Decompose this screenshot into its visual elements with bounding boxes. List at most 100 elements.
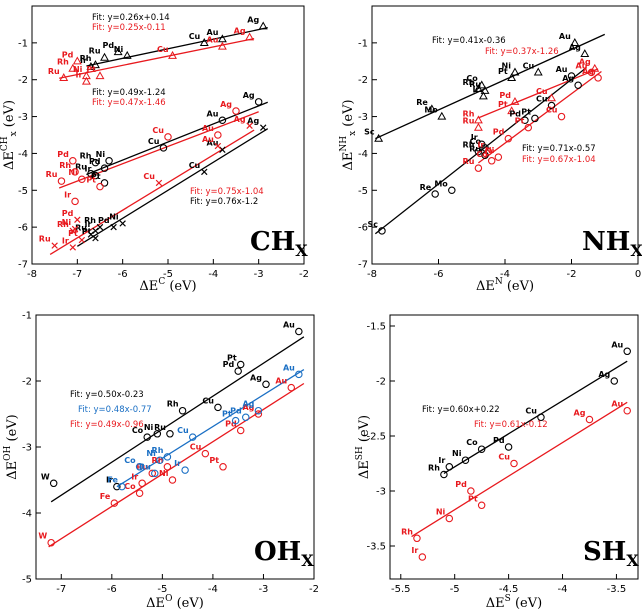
data-point-circle xyxy=(181,466,189,474)
data-point-label: Ir xyxy=(411,546,418,555)
data-point-circle xyxy=(100,179,109,187)
data-point-triangle xyxy=(437,111,447,120)
data-point-label: Au xyxy=(207,28,219,37)
x-tick-label: -8 xyxy=(367,269,377,280)
data-point-triangle xyxy=(477,80,487,89)
data-point-label: Ir xyxy=(471,133,478,142)
x-axis-label: ΔEC (eV) xyxy=(139,277,196,294)
data-point-label: Pd xyxy=(230,406,242,415)
y-tick-label: -4 xyxy=(22,509,32,520)
data-point-circle xyxy=(105,157,113,165)
data-point-label: Pt xyxy=(227,354,237,363)
data-point-label: Cu xyxy=(152,126,164,135)
data-point-circle xyxy=(236,360,245,369)
data-point-label: Ir xyxy=(64,190,71,199)
data-point-circle xyxy=(445,463,454,471)
data-point-circle xyxy=(91,171,100,180)
data-point-triangle xyxy=(100,52,109,61)
data-point-circle xyxy=(557,112,566,121)
data-point-triangle xyxy=(86,61,96,70)
data-point-label: Au xyxy=(559,32,571,41)
data-point-label: Rh xyxy=(80,152,92,161)
data-point-circle xyxy=(87,169,95,178)
data-point-label: Pt xyxy=(68,229,78,238)
fit-label-red-cross: Fit: y=0.75x-1.04 xyxy=(190,187,264,197)
fit-line xyxy=(411,401,628,538)
y-tick-label: -5 xyxy=(358,186,368,197)
data-point-label: Pt xyxy=(498,67,508,76)
data-point-circle xyxy=(168,476,177,484)
data-point-circle xyxy=(188,433,197,441)
data-point-circle xyxy=(524,123,533,132)
x-tick-label: -5 xyxy=(450,584,460,595)
data-point-label: Sc xyxy=(367,220,378,229)
fit-label-black-triangle: Fit: y=0.41x-0.36 xyxy=(432,36,506,46)
data-point-circle xyxy=(537,413,545,422)
data-point-circle xyxy=(474,147,483,156)
data-point-circle xyxy=(477,501,486,510)
data-point-circle xyxy=(164,133,172,141)
data-point-label: Rh xyxy=(152,446,164,455)
data-point-label: Ru xyxy=(75,163,87,172)
x-tick-label: 0 xyxy=(635,269,641,280)
fit-label-red: Fit: y=0.49x-0.96 xyxy=(70,420,144,430)
data-point-label: Ni xyxy=(502,61,512,70)
fit-label-black: Fit: y=0.50x-0.23 xyxy=(70,390,144,400)
data-point-label: Rh xyxy=(428,464,440,473)
data-point-label: Ag xyxy=(242,403,254,412)
data-point-label: Au xyxy=(202,135,214,144)
x-axis-label: ΔEN (eV) xyxy=(476,277,534,294)
data-point-triangle xyxy=(91,60,100,69)
data-point-circle xyxy=(91,158,100,167)
data-point-label: Ni xyxy=(73,65,83,74)
data-point-triangle xyxy=(507,73,517,81)
y-tick-label: -6 xyxy=(18,223,28,234)
data-point-label: Ru xyxy=(48,67,60,76)
fit-line xyxy=(59,37,255,79)
data-point-label: Ni xyxy=(109,212,119,221)
fit-line xyxy=(76,128,269,247)
data-point-circle xyxy=(254,406,263,415)
data-point-label: Rh xyxy=(463,109,475,118)
data-point-label: Pd xyxy=(223,360,235,369)
fit-line xyxy=(443,360,628,474)
data-point-triangle xyxy=(374,133,384,142)
data-point-label: Ru xyxy=(463,157,475,166)
data-point-circle xyxy=(118,482,126,491)
data-point-label: Pt xyxy=(521,107,531,116)
data-point-circle xyxy=(69,157,77,165)
data-point-circle xyxy=(143,433,151,441)
data-point-label: Ag xyxy=(598,370,610,379)
data-point-label: Ag xyxy=(247,117,259,126)
y-tick-label: -3.5 xyxy=(366,542,386,553)
data-point-circle xyxy=(219,463,227,471)
data-point-circle xyxy=(623,406,631,415)
data-point-label: Ru xyxy=(154,423,166,432)
data-point-label: Pd xyxy=(62,50,74,59)
data-point-circle xyxy=(201,449,210,458)
data-point-label: Ni xyxy=(146,449,156,458)
data-point-circle xyxy=(232,107,240,115)
data-point-label: Au xyxy=(275,377,287,386)
data-point-label: Ru xyxy=(89,47,101,56)
data-point-label: W xyxy=(41,472,50,481)
data-point-circle xyxy=(461,456,470,464)
data-point-label: Ag xyxy=(234,26,246,35)
data-point-triangle xyxy=(507,106,517,115)
data-point-label: Ag xyxy=(579,58,591,67)
data-point-label: Mo xyxy=(424,106,438,115)
data-point-label: Cu xyxy=(190,443,202,452)
data-point-circle xyxy=(100,164,109,172)
data-point-triangle xyxy=(81,76,91,85)
data-point-label: Cu xyxy=(523,61,535,70)
data-point-cross xyxy=(155,179,163,187)
data-point-label: Cu xyxy=(536,95,548,104)
data-point-circle xyxy=(531,114,539,123)
data-point-circle xyxy=(236,426,245,435)
data-point-label: Pd xyxy=(493,436,505,445)
y-axis-label: ΔECHx (eV) xyxy=(0,100,19,170)
y-axis-label: ΔENHx (eV) xyxy=(339,99,358,170)
